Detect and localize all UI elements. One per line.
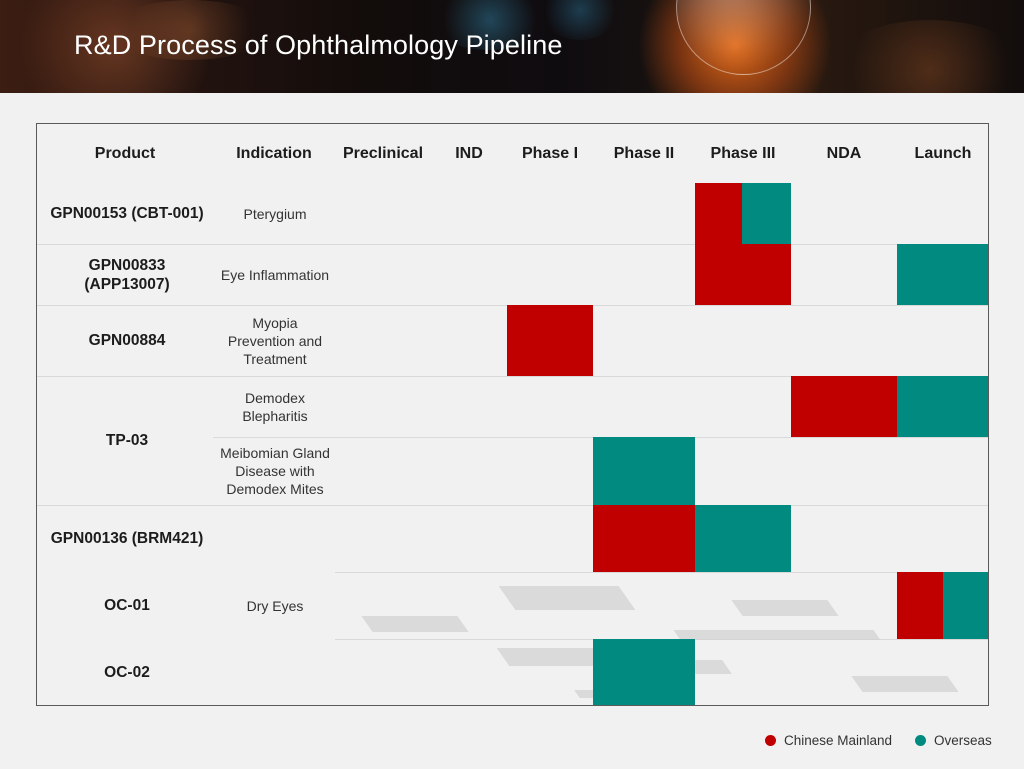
legend-chinese-mainland: Chinese Mainland — [765, 732, 892, 748]
row-divider — [37, 376, 988, 377]
stage-bar-chinese-mainland — [593, 505, 695, 572]
indication-demodex-blepharitis: Demodex Blepharitis — [242, 389, 308, 424]
row-divider — [37, 505, 988, 506]
header-launch: Launch — [914, 145, 972, 162]
indication-pterygium: Pterygium — [243, 205, 307, 222]
stage-bar-chinese-mainland — [507, 305, 593, 376]
stage-bar-overseas — [897, 244, 988, 305]
product-gpn00136: GPN00136 (BRM421) — [50, 530, 204, 547]
header-product: Product — [94, 145, 156, 162]
legend-overseas: Overseas — [915, 732, 992, 748]
decorative-shadow — [673, 630, 881, 640]
stage-bar-chinese-mainland — [791, 376, 897, 437]
legend-dot-red — [765, 734, 776, 746]
header-phase-2: Phase II — [613, 145, 675, 162]
product-oc-02: OC-02 — [104, 664, 150, 681]
stage-bar-overseas — [742, 183, 791, 244]
legend-overseas-label: Overseas — [934, 732, 992, 748]
header-indication: Indication — [236, 145, 312, 162]
header-preclinical: Preclinical — [342, 145, 424, 162]
decorative-shadow — [851, 676, 959, 692]
decorative-shadow — [498, 586, 636, 610]
product-gpn00153: GPN00153 (CBT-001) — [50, 205, 204, 222]
legend-dot-teal — [915, 734, 926, 746]
indication-dry-eyes: Dry Eyes — [246, 597, 304, 614]
stage-bar-overseas — [897, 376, 988, 437]
product-gpn00833: GPN00833 (APP13007) — [84, 256, 170, 293]
product-oc-01: OC-01 — [104, 597, 150, 614]
page-title: R&D Process of Ophthalmology Pipeline — [74, 30, 563, 60]
product-tp-03: TP-03 — [105, 432, 149, 449]
stage-bar-overseas — [943, 572, 988, 639]
row-divider — [37, 244, 988, 245]
header-ind: IND — [455, 145, 483, 162]
stage-bar-chinese-mainland — [695, 244, 791, 305]
indication-eye-inflammation: Eye Inflammation — [220, 266, 330, 283]
row-divider — [335, 572, 988, 573]
stage-bar-overseas — [593, 437, 695, 505]
stage-bar-chinese-mainland — [897, 572, 943, 639]
header-banner: R&D Process of Ophthalmology Pipeline — [0, 0, 1024, 93]
product-gpn00884: GPN00884 — [88, 332, 166, 349]
stage-bar-overseas — [593, 639, 695, 705]
indication-myopia: Myopia Prevention and Treatment — [227, 314, 323, 367]
decorative-shadow — [361, 616, 469, 632]
header-nda: NDA — [826, 145, 862, 162]
legend-chinese-mainland-label: Chinese Mainland — [784, 732, 893, 748]
decorative-shadow — [731, 600, 839, 616]
pipeline-table: Product Indication Preclinical IND Phase… — [36, 123, 989, 706]
indication-meibomian-gland: Meibomian Gland Disease with Demodex Mit… — [220, 445, 330, 497]
stage-bar-overseas — [695, 505, 791, 572]
header-phase-3: Phase III — [710, 145, 776, 162]
stage-bar-chinese-mainland — [695, 183, 742, 244]
header-phase-1: Phase I — [521, 145, 579, 162]
